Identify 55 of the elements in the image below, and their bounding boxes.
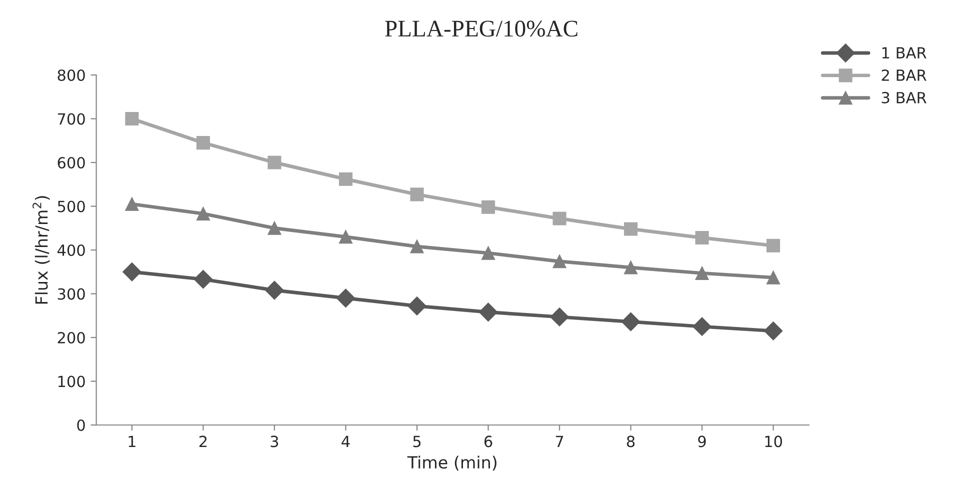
point	[692, 317, 712, 336]
point	[481, 246, 496, 260]
point	[410, 240, 424, 254]
point	[338, 172, 352, 186]
x-tick-label: 4	[342, 436, 350, 448]
y-tick-label: 800	[58, 69, 85, 82]
point	[196, 136, 210, 150]
x-axis-title: Time (min)	[407, 456, 496, 471]
y-tick-label: 0	[77, 419, 85, 432]
point	[268, 221, 282, 235]
point	[408, 296, 426, 316]
x-tick-label: 5	[413, 436, 421, 448]
point	[766, 238, 780, 252]
legend-label: 1 BAR	[882, 47, 926, 58]
point	[695, 266, 709, 280]
point	[478, 302, 498, 322]
point	[695, 230, 709, 245]
point	[552, 254, 566, 268]
point	[624, 260, 638, 274]
x-tick-label: 8	[626, 436, 635, 448]
x-tick-label: 6	[484, 436, 492, 448]
point	[196, 206, 210, 220]
point	[621, 312, 640, 332]
x-tick-label: 3	[270, 436, 278, 448]
legend-label: 3 BAR	[882, 92, 926, 104]
point	[125, 197, 139, 211]
y-tick-label: 500	[58, 200, 85, 212]
x-tick-label: 2	[199, 436, 207, 448]
y-tick-label: 100	[58, 376, 85, 388]
point	[481, 200, 496, 214]
x-tick-label: 10	[765, 436, 782, 448]
point	[764, 322, 783, 340]
y-axis-title: Flux (l/hr/m$^{2}$)	[32, 196, 50, 304]
x-tick-label: 9	[698, 436, 706, 448]
legend-label: 2 BAR	[882, 69, 926, 81]
point	[550, 308, 569, 326]
y-tick-label: 600	[58, 156, 85, 169]
point	[338, 230, 352, 244]
y-tick-label: 200	[58, 332, 85, 344]
y-tick-label: 700	[58, 113, 85, 125]
chart-title: PLLA-PEG/10%AC	[385, 20, 578, 37]
y-tick-label: 300	[58, 288, 85, 300]
point	[122, 262, 142, 282]
point	[194, 270, 213, 289]
point	[624, 222, 638, 236]
x-tick-label: 7	[556, 436, 564, 448]
point	[265, 280, 284, 300]
point	[336, 288, 356, 308]
point	[766, 270, 780, 284]
point	[125, 112, 139, 126]
point	[410, 188, 424, 202]
point	[268, 156, 282, 170]
point	[552, 212, 566, 226]
x-tick-label: 1	[128, 436, 136, 448]
y-tick-label: 400	[57, 244, 85, 256]
